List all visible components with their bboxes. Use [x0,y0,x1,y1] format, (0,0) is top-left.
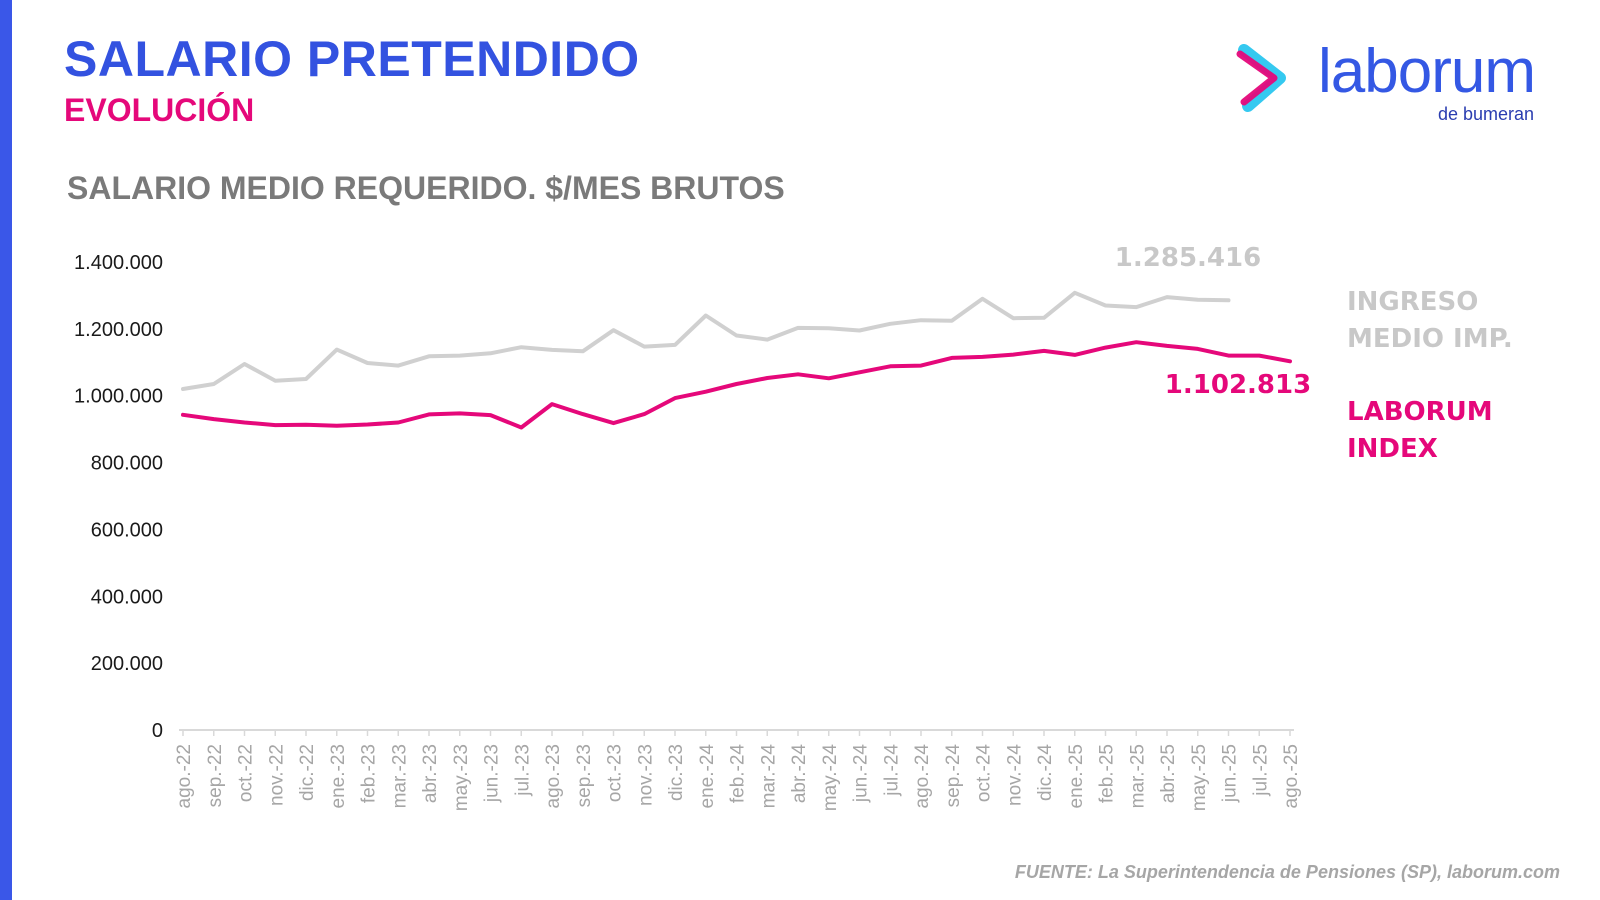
labels-group: 1.285.416 1.102.813 INGRESO MEDIO IMP. LABOR… [1115,243,1513,464]
y-tick-label: 400.000 [91,586,163,608]
y-axis: 0 200.000 400.000 600.000 800.000 1.000.000 1.… [74,252,163,742]
x-tick-label: ene.-24 [697,744,718,809]
x-tick-label: ene.-23 [328,744,349,808]
left-accent-bar [0,0,12,900]
x-tick-label: oct.-24 [974,744,995,803]
chart-title: SALARIO MEDIO REQUERIDO. $/MES BRUTOS [67,170,785,206]
page-title: SALARIO PRETENDIDO [64,31,640,87]
x-tick-label: jul.-24 [881,744,902,797]
x-tick-label: mar.-25 [1127,744,1148,808]
y-tick-label: 1.400.000 [74,252,163,274]
series-group [181,290,1292,430]
x-tick-label: feb.-25 [1097,744,1118,803]
x-tick-label: ago.-23 [543,744,564,808]
x-tick-label: sep.-22 [205,744,226,807]
x-tick-label: sep.-23 [574,744,595,807]
x-tick-label: jul.-23 [512,744,533,797]
x-tick-label: abr.-23 [420,744,441,803]
y-tick-label: 200.000 [91,653,163,675]
x-tick-label: ago.-22 [174,744,195,808]
x-tick-label: jun.-25 [1220,744,1241,803]
x-tick-label: nov.-24 [1004,744,1025,806]
x-tick-label: may.-25 [1189,744,1210,811]
x-tick-label: sep.-24 [943,744,964,808]
y-tick-label: 1.000.000 [74,386,163,408]
legend-ingreso-medio: INGRESO [1347,287,1478,317]
y-tick-label: 1.200.000 [74,319,163,341]
ingreso-medio-line [181,290,1231,391]
x-tick-label: nov.-22 [266,744,287,806]
x-tick-label: feb.-23 [359,744,380,803]
x-tick-label: abr.-24 [789,744,810,804]
ingreso-last-value-label: 1.285.416 [1115,243,1261,273]
page-subtitle: EVOLUCIÓN [64,92,255,128]
logo-subtitle: de bumeran [1438,104,1535,124]
x-tick-label: mar.-24 [758,744,779,809]
laborum-last-value-label: 1.102.813 [1165,370,1311,400]
legend-laborum-index: LABORUM [1347,397,1493,427]
y-tick-label: 800.000 [91,453,163,475]
legend-ingreso-medio: MEDIO IMP. [1347,324,1513,354]
x-tick-label: feb.-24 [728,744,749,804]
logo-wordmark: laborum [1318,37,1536,106]
x-tick-label: may.-23 [451,744,472,811]
x-tick-label: ene.-25 [1066,744,1087,808]
x-tick-label: abr.-25 [1158,744,1179,803]
x-tick-label: may.-24 [820,744,841,812]
x-tick-label: oct.-22 [236,744,257,802]
x-tick-label: jun.-23 [482,744,503,803]
x-tick-label: ago.-24 [912,744,933,809]
x-tick-label: jul.-25 [1250,744,1271,797]
chevron-logo-icon [1236,44,1286,112]
laborum-index-line [181,340,1292,430]
legend-laborum-index: INDEX [1347,434,1438,464]
y-tick-label: 0 [152,720,163,742]
y-tick-label: 600.000 [91,519,163,541]
x-tick-label: dic.-24 [1035,744,1056,801]
laborum-logo: laborum de bumeran [1236,36,1562,136]
x-tick-label: dic.-23 [666,744,687,801]
x-tick-label: ago.-25 [1281,744,1302,808]
source-note: FUENTE: La Superintendencia de Pensiones… [1014,862,1560,882]
x-tick-label: oct.-23 [605,744,626,802]
x-tick-label: nov.-23 [635,744,656,806]
x-tick-label: dic.-22 [297,744,318,801]
x-tick-label: mar.-23 [389,744,410,808]
x-axis: ago.-22 sep.-22 oct.-22 nov.-22 dic.-22 ene.-… [174,729,1302,812]
x-tick-label: jun.-24 [851,744,872,804]
